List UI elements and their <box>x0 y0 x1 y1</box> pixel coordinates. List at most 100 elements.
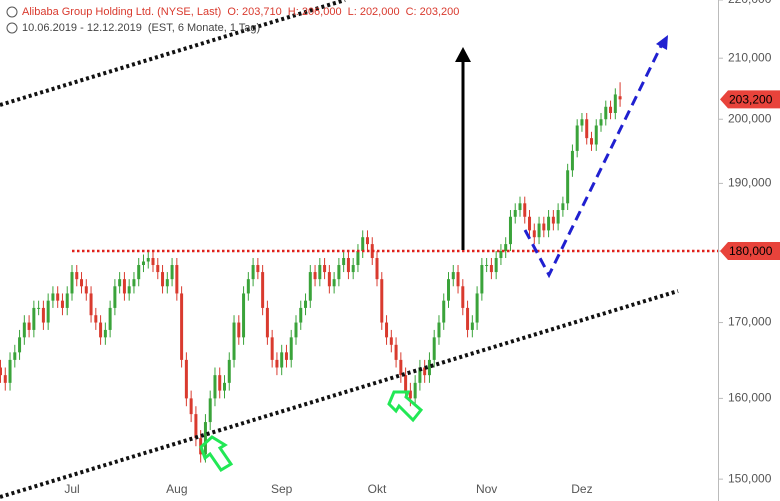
candle-body <box>418 367 422 383</box>
candle-body <box>165 279 169 287</box>
x-tick-label: Nov <box>476 482 497 496</box>
support-arrow <box>199 435 234 473</box>
candle-body <box>494 258 498 273</box>
candle-body <box>284 352 288 360</box>
candle-body <box>75 272 79 280</box>
plot <box>0 0 723 480</box>
arrow-head <box>656 35 668 50</box>
candle-body <box>99 322 103 338</box>
ohlc: C: 203,200 <box>405 6 460 18</box>
candle-body <box>489 265 493 273</box>
candle-body <box>461 286 465 308</box>
candle-body <box>466 307 470 330</box>
candle-body <box>561 203 565 211</box>
candle-body <box>499 251 503 259</box>
x-tick-label: Okt <box>368 482 387 496</box>
candle-body <box>32 307 36 330</box>
candle-body <box>337 265 341 280</box>
candle-body <box>0 367 2 376</box>
candle-body <box>404 375 408 391</box>
candle-body <box>223 382 227 391</box>
candle-body <box>618 96 622 100</box>
candle-body <box>342 258 346 266</box>
candle-body <box>447 279 451 301</box>
candle-body <box>184 359 188 399</box>
candle-body <box>518 203 522 211</box>
candle-body <box>22 322 26 338</box>
candle-body <box>246 279 250 294</box>
candle-body <box>18 337 22 353</box>
candle-body <box>189 398 193 415</box>
candle-body <box>237 322 241 338</box>
candle-body <box>485 265 489 267</box>
clock-icon <box>6 22 18 34</box>
candle-body <box>146 258 150 262</box>
candle-body <box>528 216 532 231</box>
projection-arrow <box>523 43 664 279</box>
candle-body <box>208 398 212 423</box>
candle-body <box>432 337 436 360</box>
candle-body <box>175 265 179 294</box>
candle-body <box>599 119 603 126</box>
lower-trend-line <box>0 289 679 499</box>
x-tick-label: Sep <box>271 482 293 496</box>
candle-body <box>451 272 455 280</box>
candle-body <box>94 315 98 323</box>
candle-body <box>547 216 551 231</box>
candle-body <box>203 422 207 455</box>
candle-body <box>218 375 222 391</box>
settings: (EST, 6 Monate, 1 Tag) <box>147 22 261 34</box>
candle-body <box>327 272 331 287</box>
candle-body <box>385 322 389 338</box>
y-tick-label: 200,000 <box>728 111 772 125</box>
candle-body <box>442 300 446 323</box>
candle-body <box>137 265 141 280</box>
candle-body <box>227 359 231 383</box>
x-tick-label: Jul <box>64 482 79 496</box>
candle-body <box>194 414 198 439</box>
candle-body <box>3 375 7 383</box>
candle-body <box>356 251 360 266</box>
candle-body <box>437 322 441 338</box>
candle-body <box>41 307 45 323</box>
header-line: Alibaba Group Holding Ltd. (NYSE, Last) O… <box>22 6 465 18</box>
candle-body <box>523 203 527 217</box>
candle-body <box>232 322 236 360</box>
candle-body <box>65 293 69 308</box>
y-tick-label: 160,000 <box>728 391 772 405</box>
instrument: Alibaba Group Holding Ltd. (NYSE, Last) <box>22 6 222 18</box>
candle-body <box>594 125 598 145</box>
candle-body <box>351 265 355 273</box>
candle-body <box>8 359 12 383</box>
candle-body <box>332 279 336 287</box>
price-tag <box>720 242 780 261</box>
upper-trend-line <box>0 0 346 107</box>
candle-body <box>389 337 393 345</box>
candle-body <box>570 150 574 171</box>
candle-body <box>37 307 41 309</box>
candle-body <box>280 352 284 368</box>
price-tag-label: 180,000 <box>729 244 773 258</box>
candle-body <box>56 293 60 301</box>
candle-body <box>251 265 255 280</box>
candle-body <box>108 307 112 330</box>
candle-body <box>470 322 474 330</box>
candle-body <box>151 258 155 266</box>
header-line: 10.06.2019 - 12.12.2019 (EST, 6 Monate, 1… <box>22 22 266 34</box>
candle-body <box>508 216 512 245</box>
candle-body <box>261 272 265 308</box>
y-tick-label: 210,000 <box>728 50 772 64</box>
candle-body <box>265 307 269 338</box>
ohlc: L: 202,000 <box>347 6 400 18</box>
candle-body <box>242 293 246 338</box>
candle-body <box>380 279 384 323</box>
candle-body <box>408 390 412 399</box>
price-tag-label: 203,200 <box>729 93 773 107</box>
candle-body <box>156 265 160 273</box>
candle-body <box>580 119 584 126</box>
candle-body <box>532 230 536 238</box>
candle-body <box>122 279 126 294</box>
candle-body <box>27 322 31 330</box>
